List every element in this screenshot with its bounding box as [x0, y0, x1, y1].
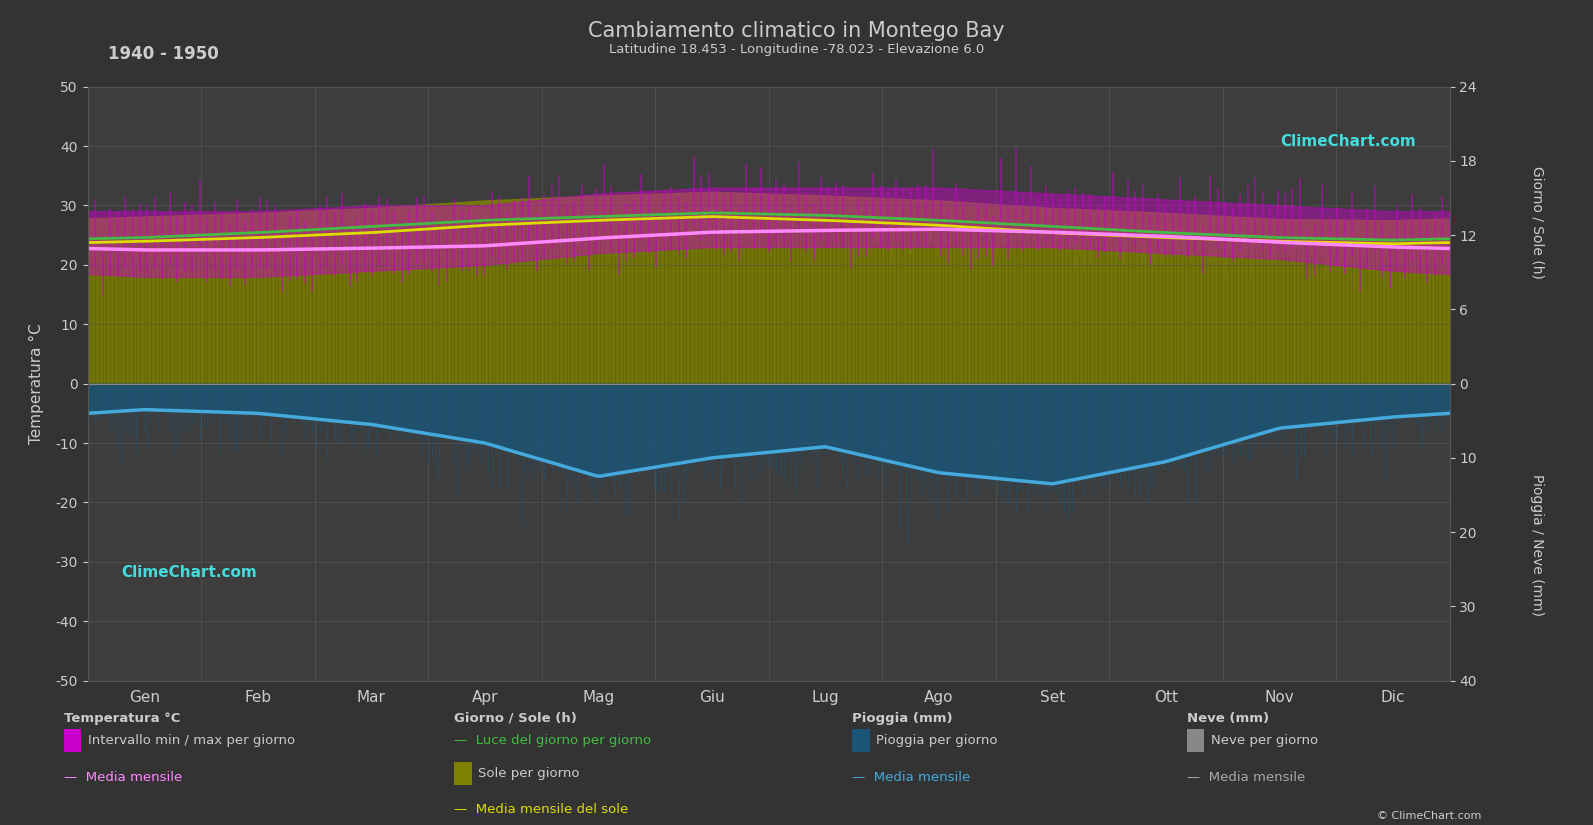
Text: Giorno / Sole (h): Giorno / Sole (h) [454, 712, 577, 725]
Text: Neve per giorno: Neve per giorno [1211, 734, 1317, 747]
Text: ClimeChart.com: ClimeChart.com [121, 564, 258, 580]
Text: Latitudine 18.453 - Longitudine -78.023 - Elevazione 6.0: Latitudine 18.453 - Longitudine -78.023 … [609, 43, 984, 56]
Text: Sole per giorno: Sole per giorno [478, 767, 580, 780]
Text: Pioggia per giorno: Pioggia per giorno [876, 734, 997, 747]
Text: Giorno / Sole (h): Giorno / Sole (h) [1531, 167, 1544, 279]
Text: Neve (mm): Neve (mm) [1187, 712, 1270, 725]
Text: —  Media mensile: — Media mensile [1187, 771, 1305, 785]
Text: 1940 - 1950: 1940 - 1950 [108, 45, 220, 64]
Text: ClimeChart.com: ClimeChart.com [1279, 134, 1416, 149]
Text: Temperatura °C: Temperatura °C [64, 712, 180, 725]
Text: © ClimeChart.com: © ClimeChart.com [1376, 811, 1481, 821]
Text: Pioggia (mm): Pioggia (mm) [852, 712, 953, 725]
Text: —  Media mensile del sole: — Media mensile del sole [454, 803, 628, 816]
Text: —  Media mensile: — Media mensile [64, 771, 182, 785]
Text: —  Media mensile: — Media mensile [852, 771, 970, 785]
Y-axis label: Temperatura °C: Temperatura °C [29, 323, 45, 444]
Text: Cambiamento climatico in Montego Bay: Cambiamento climatico in Montego Bay [588, 21, 1005, 40]
Text: —  Luce del giorno per giorno: — Luce del giorno per giorno [454, 734, 652, 747]
Text: Intervallo min / max per giorno: Intervallo min / max per giorno [88, 734, 295, 747]
Text: Pioggia / Neve (mm): Pioggia / Neve (mm) [1531, 474, 1544, 615]
